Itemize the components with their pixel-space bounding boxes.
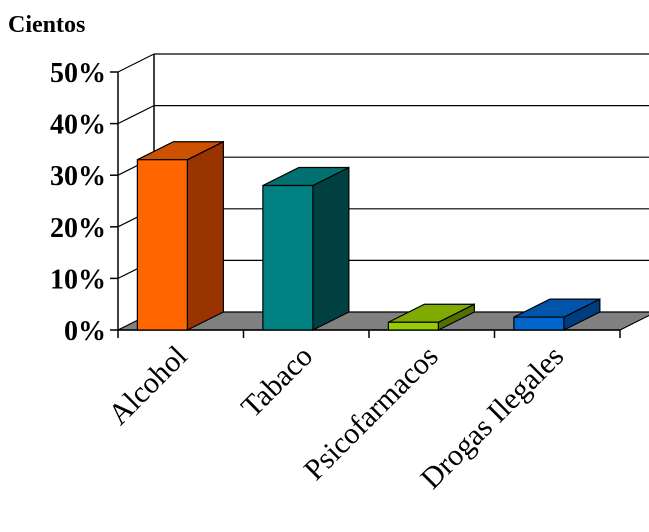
- y-tick-label: 40%: [50, 110, 106, 141]
- bar-front: [513, 316, 565, 331]
- bar-tabaco: [262, 166, 350, 331]
- gridlines: [117, 53, 649, 279]
- bar-drogas-ilegales: [513, 298, 601, 331]
- bar-side: [186, 140, 224, 331]
- bar-alcohol: [136, 140, 224, 331]
- bar-psicofarmacos: [387, 303, 475, 331]
- bar-front: [387, 321, 439, 331]
- y-tick-labels: 0% 10% 20% 30% 40% 50%: [50, 58, 106, 347]
- y-tick-label: 30%: [50, 161, 106, 192]
- x-tick-label: Alcohol: [102, 340, 194, 432]
- y-tick-label: 20%: [50, 213, 106, 244]
- gridline-side: [117, 53, 155, 73]
- unit-label: Cientos: [8, 12, 86, 38]
- bar-front: [136, 159, 188, 331]
- y-tick-label: 50%: [50, 58, 106, 89]
- bar-front: [262, 184, 314, 331]
- y-tick-label: 10%: [50, 264, 106, 295]
- x-tick-label: Tabaco: [235, 340, 319, 424]
- gridline-side: [117, 105, 155, 125]
- bar-side: [312, 166, 350, 331]
- y-tick-label: 0%: [64, 316, 106, 347]
- bars: [136, 140, 601, 331]
